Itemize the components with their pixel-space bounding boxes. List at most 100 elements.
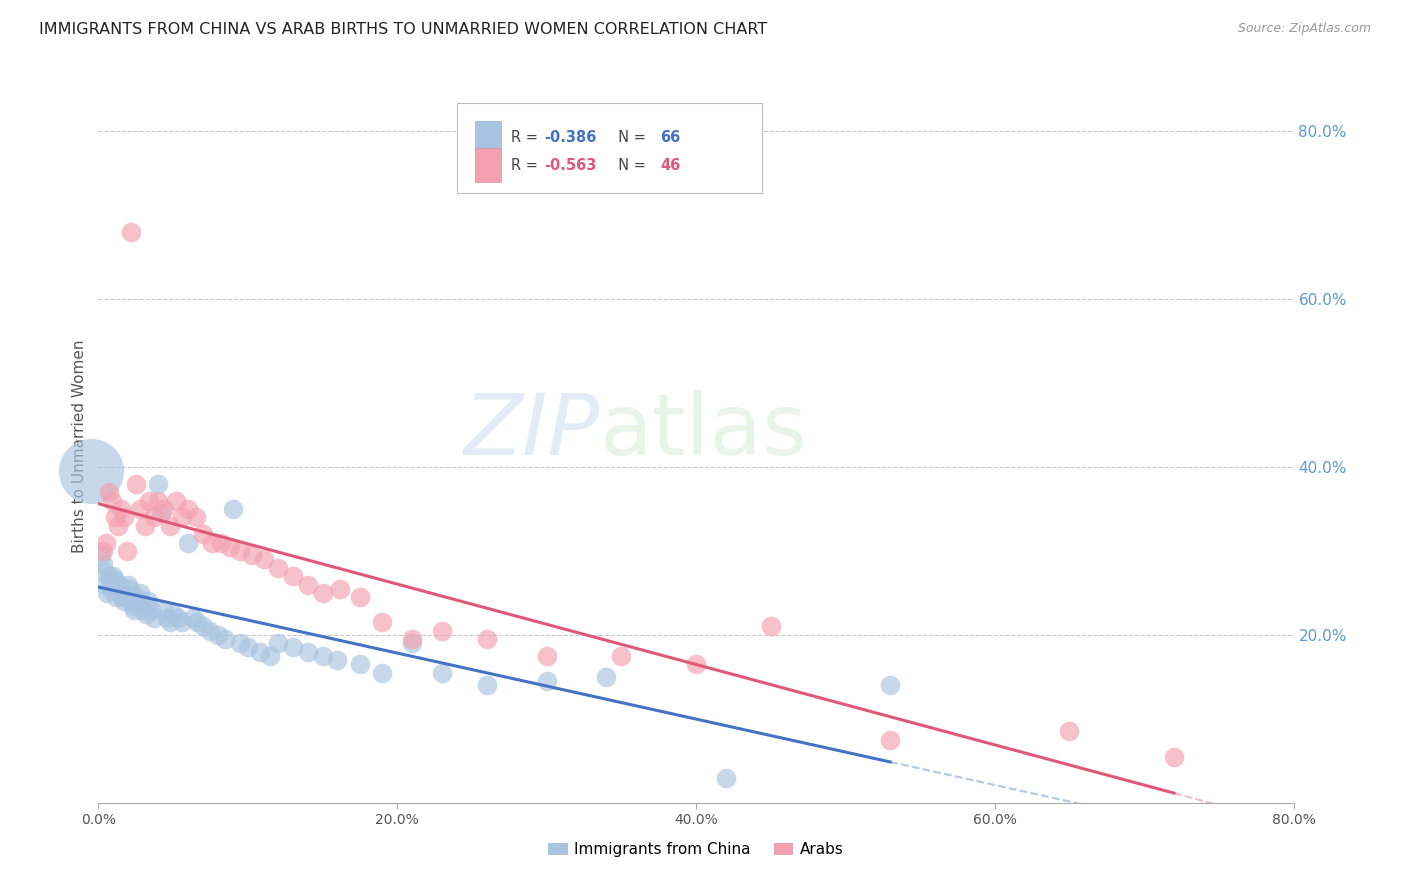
Point (172, 510, 194, 524)
Point (93, 565, 115, 579)
Point (159, 615, 181, 630)
Point (536, 648, 558, 663)
Legend: Immigrants from China, Arabs: Immigrants from China, Arabs (543, 836, 849, 863)
Point (165, 493, 187, 508)
Point (121, 599, 143, 613)
Point (177, 535, 200, 549)
Point (98, 574, 122, 588)
Point (200, 624, 222, 638)
Point (759, 619, 782, 633)
Point (259, 648, 281, 663)
Point (125, 476, 148, 491)
Point (129, 502, 152, 516)
Point (104, 574, 127, 588)
Point (134, 599, 156, 613)
Point (267, 560, 290, 574)
Point (110, 586, 132, 600)
Point (240, 548, 263, 562)
Point (107, 518, 129, 533)
Point (112, 510, 135, 524)
Point (201, 535, 224, 549)
Point (115, 544, 138, 558)
FancyBboxPatch shape (475, 121, 501, 155)
Point (349, 590, 371, 604)
Point (281, 640, 304, 655)
Point (1059, 724, 1081, 739)
Point (249, 645, 271, 659)
Point (94, 577, 117, 591)
Point (125, 590, 148, 604)
Point (117, 577, 139, 591)
Point (142, 611, 165, 625)
Point (134, 518, 156, 533)
Point (329, 582, 352, 596)
Point (114, 586, 136, 600)
Point (115, 590, 138, 604)
Text: N =: N = (609, 129, 650, 145)
Text: R =: R = (510, 158, 543, 173)
Point (148, 476, 170, 491)
Point (104, 510, 127, 524)
Text: -0.386: -0.386 (544, 129, 596, 145)
Text: -0.563: -0.563 (544, 158, 596, 173)
Point (209, 535, 232, 549)
Point (219, 540, 242, 554)
FancyBboxPatch shape (457, 103, 762, 193)
Point (371, 665, 394, 680)
Text: atlas: atlas (600, 390, 808, 474)
Point (124, 603, 146, 617)
Point (685, 657, 707, 672)
Point (150, 506, 173, 520)
Point (1163, 749, 1185, 764)
Point (128, 594, 150, 608)
Point (401, 636, 423, 650)
Point (107, 582, 129, 596)
Point (311, 648, 333, 663)
Point (101, 582, 124, 596)
Point (103, 569, 125, 583)
Point (349, 657, 371, 672)
Point (136, 594, 159, 608)
Point (162, 607, 184, 621)
Point (94, 535, 117, 549)
Point (97, 485, 120, 500)
Point (879, 732, 901, 747)
Point (148, 493, 170, 508)
Point (138, 493, 160, 508)
Point (101, 493, 124, 508)
Point (430, 665, 453, 680)
Point (207, 628, 229, 642)
Point (297, 577, 319, 591)
Point (80, 464, 103, 478)
Point (610, 648, 633, 663)
Text: ZIP: ZIP (464, 390, 600, 474)
Point (595, 670, 617, 684)
Point (139, 603, 162, 617)
Point (371, 615, 394, 630)
Point (297, 645, 319, 659)
Text: R =: R = (510, 129, 543, 145)
Point (267, 636, 290, 650)
Point (108, 577, 131, 591)
Point (184, 510, 207, 524)
Point (229, 544, 252, 558)
Point (120, 594, 142, 608)
Point (191, 619, 214, 633)
Text: 66: 66 (661, 129, 681, 145)
Point (112, 594, 135, 608)
Point (191, 527, 214, 541)
Point (172, 615, 194, 630)
Point (430, 624, 453, 638)
Point (135, 607, 157, 621)
Point (105, 590, 128, 604)
FancyBboxPatch shape (475, 148, 501, 182)
Text: 46: 46 (661, 158, 681, 173)
Point (475, 678, 498, 692)
Point (142, 510, 165, 524)
Point (253, 552, 276, 566)
Y-axis label: Births to Unmarried Women: Births to Unmarried Women (72, 339, 87, 553)
Point (214, 632, 236, 646)
Point (166, 611, 188, 625)
Point (118, 582, 141, 596)
Point (714, 771, 737, 785)
